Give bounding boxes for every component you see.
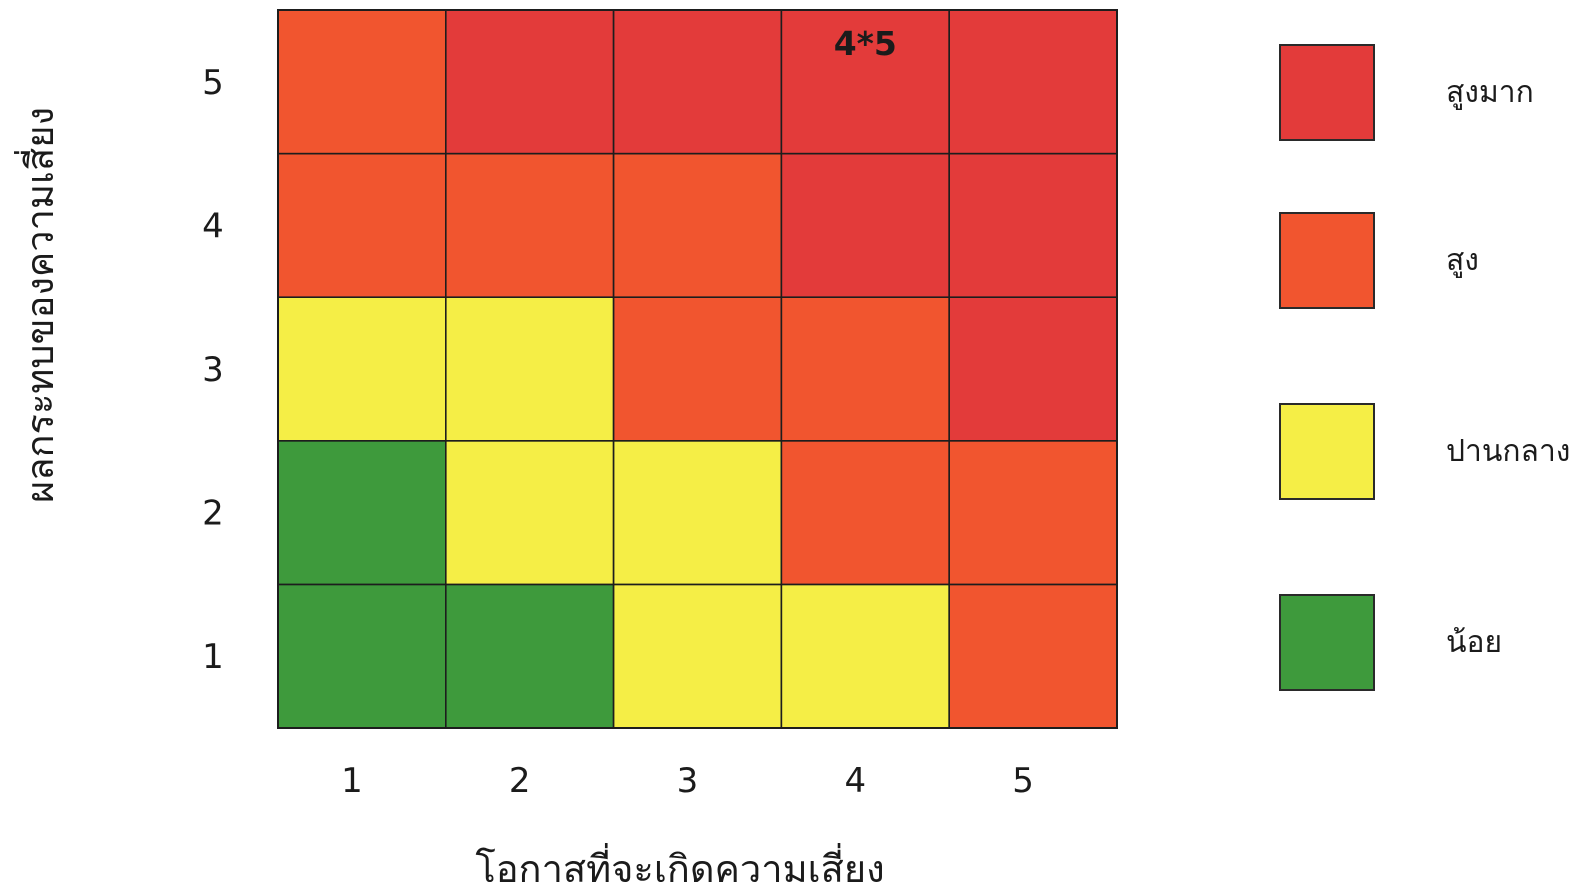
legend-swatch-very-high <box>1279 44 1375 141</box>
cell-x1-y2 <box>277 439 447 586</box>
cell-x1-y5 <box>277 9 447 155</box>
x-tick-label: 5 <box>1012 761 1034 801</box>
cell-x2-y5 <box>444 9 615 155</box>
cell-x2-y1 <box>444 583 615 729</box>
legend-label-very-high: สูงมาก <box>1446 75 1534 110</box>
cell-x3-y4 <box>612 152 783 299</box>
legend-swatch-low <box>1279 594 1375 691</box>
x-axis-ticks: 1 2 3 4 5 <box>341 761 1034 801</box>
cell-x4-y4 <box>780 152 951 299</box>
cell-x5-y3 <box>948 296 1118 442</box>
cell-x4-y2 <box>780 439 951 586</box>
cell-x5-y4 <box>948 152 1118 299</box>
legend-swatch-medium <box>1279 403 1375 500</box>
cell-x5-y2 <box>948 439 1118 586</box>
cell-x3-y3 <box>612 296 783 442</box>
cell-x1-y4 <box>277 152 447 299</box>
y-tick-label: 4 <box>202 206 224 246</box>
y-tick-label: 3 <box>202 350 224 390</box>
x-tick-label: 4 <box>844 761 866 801</box>
cell-x1-y3 <box>277 296 447 442</box>
cell-x4-y1 <box>780 583 951 729</box>
y-tick-label: 1 <box>202 637 224 677</box>
legend-label-low: น้อย <box>1446 625 1502 660</box>
annotations: 4*5 <box>834 24 897 63</box>
y-axis-title: ผลกระทบของความเสี่ยง <box>14 107 62 503</box>
cell-x4-y5 <box>780 9 951 155</box>
legend-swatch-high <box>1279 212 1375 309</box>
cell-x5-y5 <box>948 9 1118 155</box>
x-axis-title: โอกาสที่จะเกิดความเสี่ยง <box>475 843 884 891</box>
y-tick-label: 5 <box>202 63 224 103</box>
y-tick-label: 2 <box>202 494 224 534</box>
cell-x3-y1 <box>612 583 783 729</box>
heatmap-cells <box>277 9 1118 729</box>
cell-x1-y1 <box>277 583 447 729</box>
legend-label-medium: ปานกลาง <box>1446 434 1570 469</box>
cell-annotation: 4*5 <box>834 24 897 63</box>
cell-x5-y1 <box>948 583 1118 729</box>
x-tick-label: 2 <box>509 761 531 801</box>
cell-x2-y2 <box>444 439 615 586</box>
cell-x3-y5 <box>612 9 783 155</box>
x-tick-label: 1 <box>341 761 363 801</box>
legend-label-high: สูง <box>1446 243 1479 278</box>
cell-x2-y3 <box>444 296 615 442</box>
x-tick-label: 3 <box>677 761 699 801</box>
cell-x2-y4 <box>444 152 615 299</box>
cell-x4-y3 <box>780 296 951 442</box>
plot-border <box>277 9 1118 729</box>
cell-x3-y2 <box>612 439 783 586</box>
y-axis-ticks: 1 2 3 4 5 <box>202 63 224 677</box>
